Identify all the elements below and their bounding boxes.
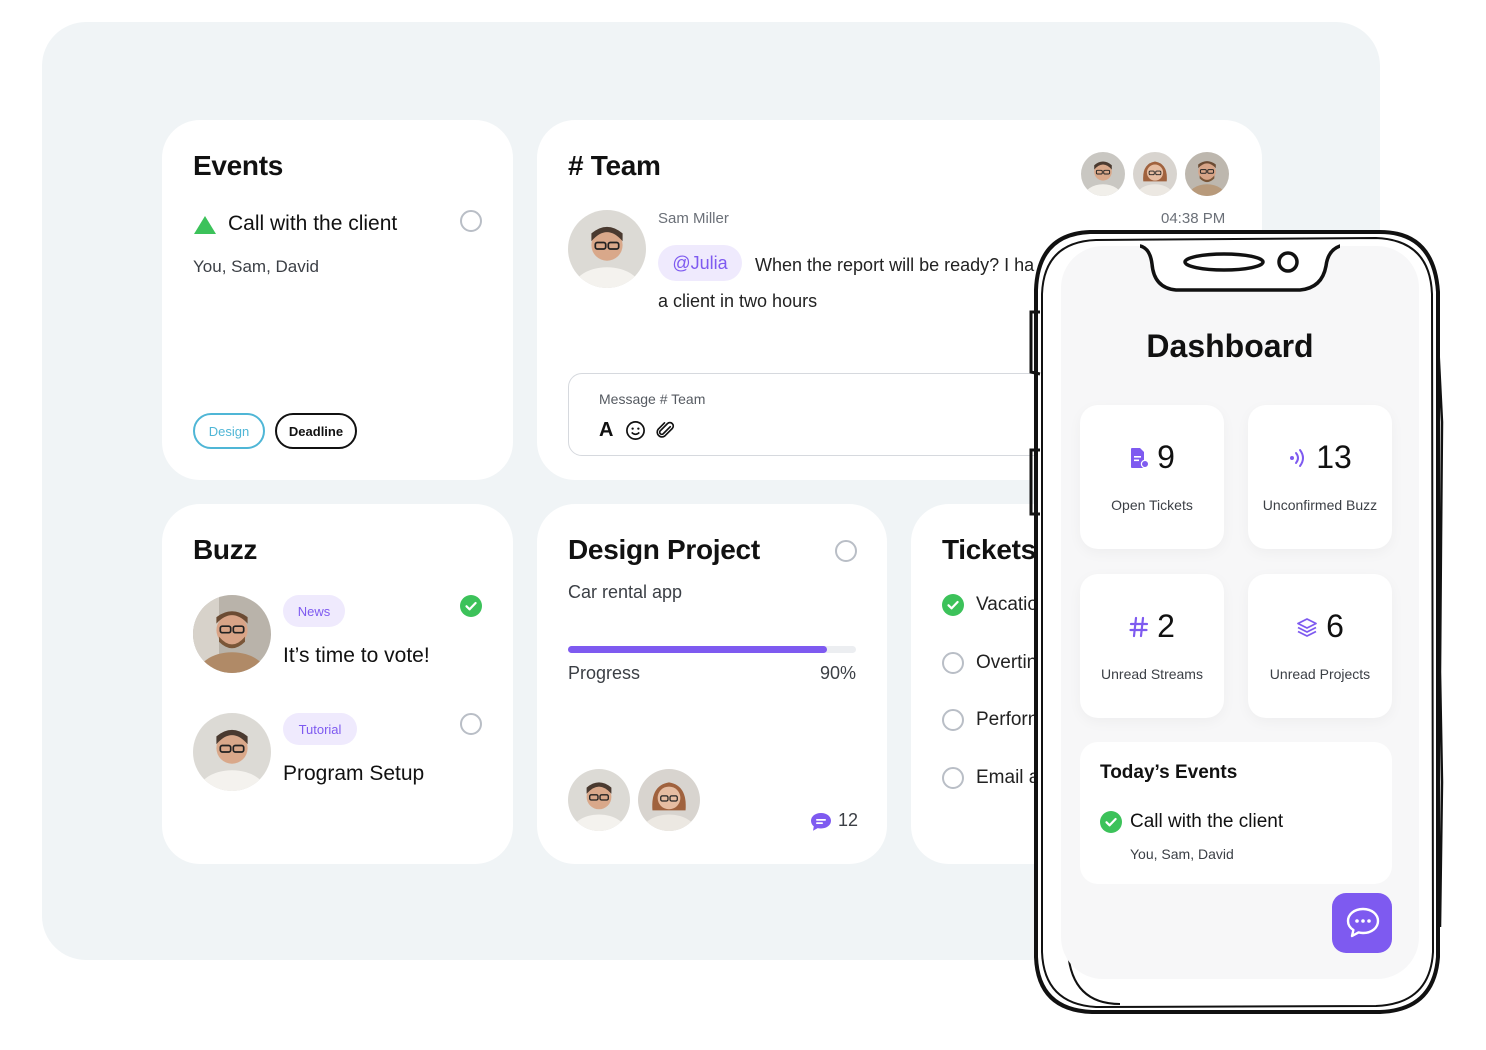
event-title[interactable]: Call with the client: [228, 212, 398, 235]
ticket-radio[interactable]: [942, 767, 964, 789]
attachment-icon[interactable]: [655, 420, 676, 441]
stat-unread-streams[interactable]: 2 Unread Streams: [1080, 574, 1224, 718]
phone-notch: [1140, 244, 1340, 292]
mention-chip[interactable]: @Julia: [658, 245, 742, 281]
progress-percent: 90%: [819, 663, 856, 683]
format-text-icon[interactable]: A: [599, 419, 614, 441]
layers-icon: [1297, 617, 1317, 637]
composer-placeholder: Message # Team: [599, 391, 706, 407]
phone-dashboard-title: Dashboard: [1146, 328, 1314, 364]
ticket-done-check[interactable]: [942, 594, 964, 616]
project-subtitle: Car rental app: [568, 582, 683, 602]
project-complete-radio[interactable]: [835, 540, 857, 562]
unread-projects-label: Unread Projects: [1269, 666, 1371, 682]
open-tickets-value: 9: [1157, 439, 1175, 475]
priority-up-icon: [194, 216, 216, 234]
tag-deadline[interactable]: Deadline: [275, 413, 357, 449]
sender-name: Sam Miller: [658, 210, 729, 227]
message-text-line2: a client in two hours: [658, 291, 818, 311]
progress-label: Progress: [568, 663, 641, 683]
unconfirmed-buzz-value: 13: [1316, 439, 1352, 475]
buzz-icon: [1290, 448, 1305, 467]
todays-events-card[interactable]: Today’s Events Call with the client You,…: [1080, 742, 1392, 884]
events-title: Events: [193, 150, 284, 181]
design-project-card: Design Project Car rental app Progress 9…: [537, 504, 887, 864]
ticket-label[interactable]: Overtin: [976, 652, 1038, 673]
buzz-item[interactable]: Tutorial Program Setup: [162, 710, 513, 810]
buzz-avatar: [193, 713, 271, 791]
unread-streams-label: Unread Streams: [1101, 666, 1203, 682]
comment-icon[interactable]: [810, 812, 832, 832]
ticket-radio[interactable]: [942, 652, 964, 674]
sender-avatar[interactable]: [568, 210, 646, 288]
ticket-label[interactable]: Perforn: [976, 709, 1039, 730]
member-avatar[interactable]: [1183, 150, 1231, 198]
buzz-complete-radio[interactable]: [460, 713, 482, 735]
unconfirmed-buzz-label: Unconfirmed Buzz: [1262, 497, 1378, 513]
buzz-tag: Tutorial: [283, 713, 357, 745]
message-composer[interactable]: Message # Team A: [568, 373, 1248, 456]
todays-events-title: Today’s Events: [1100, 762, 1238, 783]
events-card: Events Call with the client You, Sam, Da…: [162, 120, 513, 480]
today-event-check[interactable]: [1100, 811, 1122, 833]
chat-bubbles-icon: [1346, 907, 1380, 938]
event-complete-radio[interactable]: [460, 210, 482, 232]
hash-icon: [1129, 616, 1149, 637]
stat-unconfirmed-buzz[interactable]: 13 Unconfirmed Buzz: [1248, 405, 1392, 549]
stat-open-tickets[interactable]: 9 Open Tickets: [1080, 405, 1224, 549]
comment-count: 12: [838, 810, 859, 830]
buzz-done-check[interactable]: [460, 595, 482, 617]
unread-projects-value: 6: [1326, 608, 1344, 644]
unread-streams-value: 2: [1157, 608, 1175, 644]
ticket-icon: [1131, 447, 1150, 468]
tickets-title: Tickets: [942, 534, 1036, 565]
buzz-tag: News: [283, 595, 345, 627]
member-avatar[interactable]: [1131, 150, 1179, 198]
tag-design[interactable]: Design: [193, 413, 265, 449]
emoji-icon[interactable]: [625, 420, 646, 441]
message-text-line1: When the report will be ready? I ha: [755, 255, 1035, 275]
buzz-card: Buzz News It’s time to vote! Tutorial Pr…: [162, 504, 513, 864]
ticket-label[interactable]: Vacatio: [976, 594, 1038, 615]
progress-track: [568, 646, 856, 653]
buzz-avatar: [193, 595, 271, 673]
team-title: # Team: [568, 150, 661, 181]
project-title: Design Project: [568, 534, 760, 565]
project-member-avatar[interactable]: [636, 767, 702, 833]
today-event-title: Call with the client: [1130, 811, 1284, 832]
project-member-avatar[interactable]: [566, 767, 632, 833]
message-time: 04:38 PM: [1161, 210, 1226, 227]
event-participants: You, Sam, David: [193, 257, 319, 276]
open-tickets-label: Open Tickets: [1111, 497, 1193, 513]
buzz-item[interactable]: News It’s time to vote!: [162, 592, 513, 692]
buzz-title: Buzz: [193, 534, 258, 565]
today-event-people: You, Sam, David: [1130, 846, 1234, 862]
buzz-item-title: It’s time to vote!: [283, 644, 430, 667]
stat-unread-projects[interactable]: 6 Unread Projects: [1248, 574, 1392, 718]
progress-fill: [568, 646, 828, 653]
ticket-radio[interactable]: [942, 709, 964, 731]
ticket-label[interactable]: Email a: [976, 767, 1040, 788]
chat-fab-button[interactable]: [1332, 893, 1392, 953]
member-avatar[interactable]: [1079, 150, 1127, 198]
buzz-item-title: Program Setup: [283, 762, 425, 785]
